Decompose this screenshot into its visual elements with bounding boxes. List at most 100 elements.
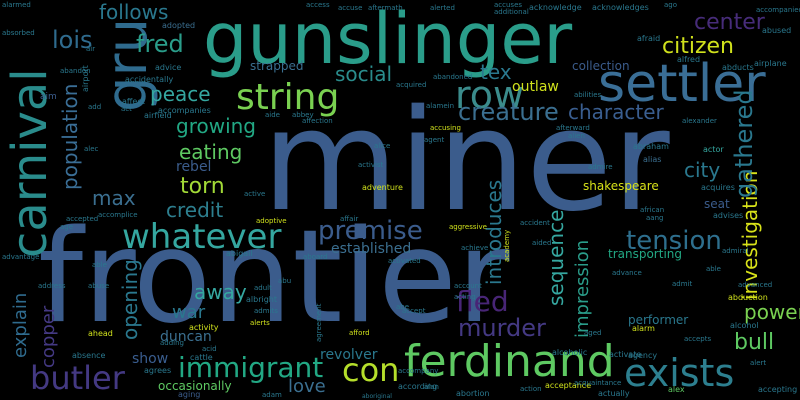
word-alfred: alfred xyxy=(677,55,701,64)
word-duncan: duncan xyxy=(160,329,212,345)
word-alert: alert xyxy=(750,359,767,367)
word-alerts: alerts xyxy=(250,319,270,327)
word-acknowledge: acknowledge xyxy=(529,3,582,12)
word-peace: peace xyxy=(150,82,211,106)
word-ago: ago xyxy=(664,1,678,9)
word-acknowledges: acknowledges xyxy=(592,3,649,12)
word-occasionally: occasionally xyxy=(158,379,232,393)
word-admire: admire xyxy=(588,163,613,171)
word-alexander: alexander xyxy=(682,117,717,125)
word-afterward: afterward xyxy=(556,124,590,132)
word-abuse: abuse xyxy=(88,282,110,290)
word-collection: collection xyxy=(572,59,630,73)
word-lois: lois xyxy=(52,26,93,54)
word-alcohol: alcohol xyxy=(730,321,759,330)
word-character: character xyxy=(568,100,664,124)
word-airplane: airplane xyxy=(754,59,787,68)
word-actually: actually xyxy=(598,389,630,398)
word-acceptance: acceptance xyxy=(545,381,592,390)
word-accuse: accuse xyxy=(338,4,363,12)
word-advantage: advantage xyxy=(2,253,40,261)
word-advises: advises xyxy=(713,211,744,220)
word-activist: activist xyxy=(358,161,384,169)
word-additional: additional xyxy=(494,8,529,16)
word-bull: bull xyxy=(734,330,775,355)
word-whatever: whatever xyxy=(122,217,282,257)
word-city: city xyxy=(684,158,721,182)
word-shakespeare: shakespeare xyxy=(583,179,659,193)
word-con: con xyxy=(342,351,400,389)
word-eating: eating xyxy=(179,140,243,164)
word-activity: activity xyxy=(189,323,219,332)
word-activated: activated xyxy=(388,257,421,265)
word-admits: admits xyxy=(254,307,278,315)
word-max: max xyxy=(92,186,136,210)
word-abigail: abigail xyxy=(226,249,253,258)
word-explain: explain xyxy=(10,292,31,358)
word-accompanied: accompanied xyxy=(756,6,800,14)
word-gathered: gathered xyxy=(730,89,758,198)
word-agrees: agrees xyxy=(144,366,172,375)
word-accepting: accepting xyxy=(758,385,798,394)
word-tex: tex xyxy=(480,60,512,84)
word-alamein: alamein xyxy=(426,102,455,110)
word-abu: abu xyxy=(278,277,292,285)
word-acquaintance: acquaintance xyxy=(574,379,622,387)
word-alex: alex xyxy=(668,385,685,394)
word-adding: adding xyxy=(160,339,185,347)
word-abilities: abilities xyxy=(574,91,602,99)
word-follows: follows xyxy=(99,0,169,24)
word-affection: affection xyxy=(302,117,333,125)
word-academy: academy xyxy=(503,229,511,262)
word-aboriginal: aboriginal xyxy=(362,393,392,400)
word-butler: butler xyxy=(30,359,125,397)
word-afraid: afraid xyxy=(637,34,661,43)
word-immigrant: immigrant xyxy=(178,351,324,384)
word-act: act xyxy=(121,105,132,113)
word-revolver: revolver xyxy=(320,347,378,363)
word-abandoned: abandoned xyxy=(433,73,473,81)
word-rebel: rebel xyxy=(176,159,212,175)
word-alice: alice xyxy=(374,142,391,150)
word-actor: actor xyxy=(703,145,724,154)
word-adult: adult xyxy=(254,284,272,292)
word-transporting: transporting xyxy=(608,247,683,261)
word-advice: advice xyxy=(155,63,182,72)
word-affect: affect xyxy=(122,97,145,106)
word-introduces: introduces xyxy=(482,179,506,285)
word-absence: absence xyxy=(72,351,106,360)
word-gunslinger: gunslinger xyxy=(203,0,573,80)
word-aboard: aboard xyxy=(303,253,328,261)
word-center: center xyxy=(694,10,765,35)
word-fred: fred xyxy=(136,30,184,58)
word-settler: settler xyxy=(598,54,766,114)
word-abused: abused xyxy=(762,26,792,35)
word-abe: abe xyxy=(396,303,410,311)
word-abbey: abbey xyxy=(292,111,314,119)
word-admiral: admiral xyxy=(722,247,749,255)
word-able-2: able xyxy=(92,261,107,269)
word-affair: affair xyxy=(340,215,359,223)
word-string: string xyxy=(236,77,340,118)
word-action: action xyxy=(520,385,542,393)
word-premise: premise xyxy=(318,216,423,246)
word-aggressive: aggressive xyxy=(449,223,487,231)
word-active: active xyxy=(244,190,266,198)
word-fled: fled xyxy=(456,285,509,318)
word-creature: creature xyxy=(458,98,559,126)
word-tension: tension xyxy=(626,226,722,256)
word-murder: murder xyxy=(458,314,546,342)
word-ferdinand: ferdinand xyxy=(404,336,615,387)
word-outlaw: outlaw xyxy=(512,79,559,95)
word-advanced: advanced xyxy=(738,281,773,289)
word-accepts: accepts xyxy=(684,335,712,343)
word-alien: alien xyxy=(568,132,585,140)
word-strapped: strapped xyxy=(250,59,304,73)
word-accident: accident xyxy=(520,219,550,227)
word-agent: agent xyxy=(424,136,445,144)
word-credit: credit xyxy=(166,198,224,222)
word-citizen: citizen xyxy=(662,34,734,59)
word-activate: activate xyxy=(609,350,642,359)
word-accompany: accompany xyxy=(398,367,439,375)
